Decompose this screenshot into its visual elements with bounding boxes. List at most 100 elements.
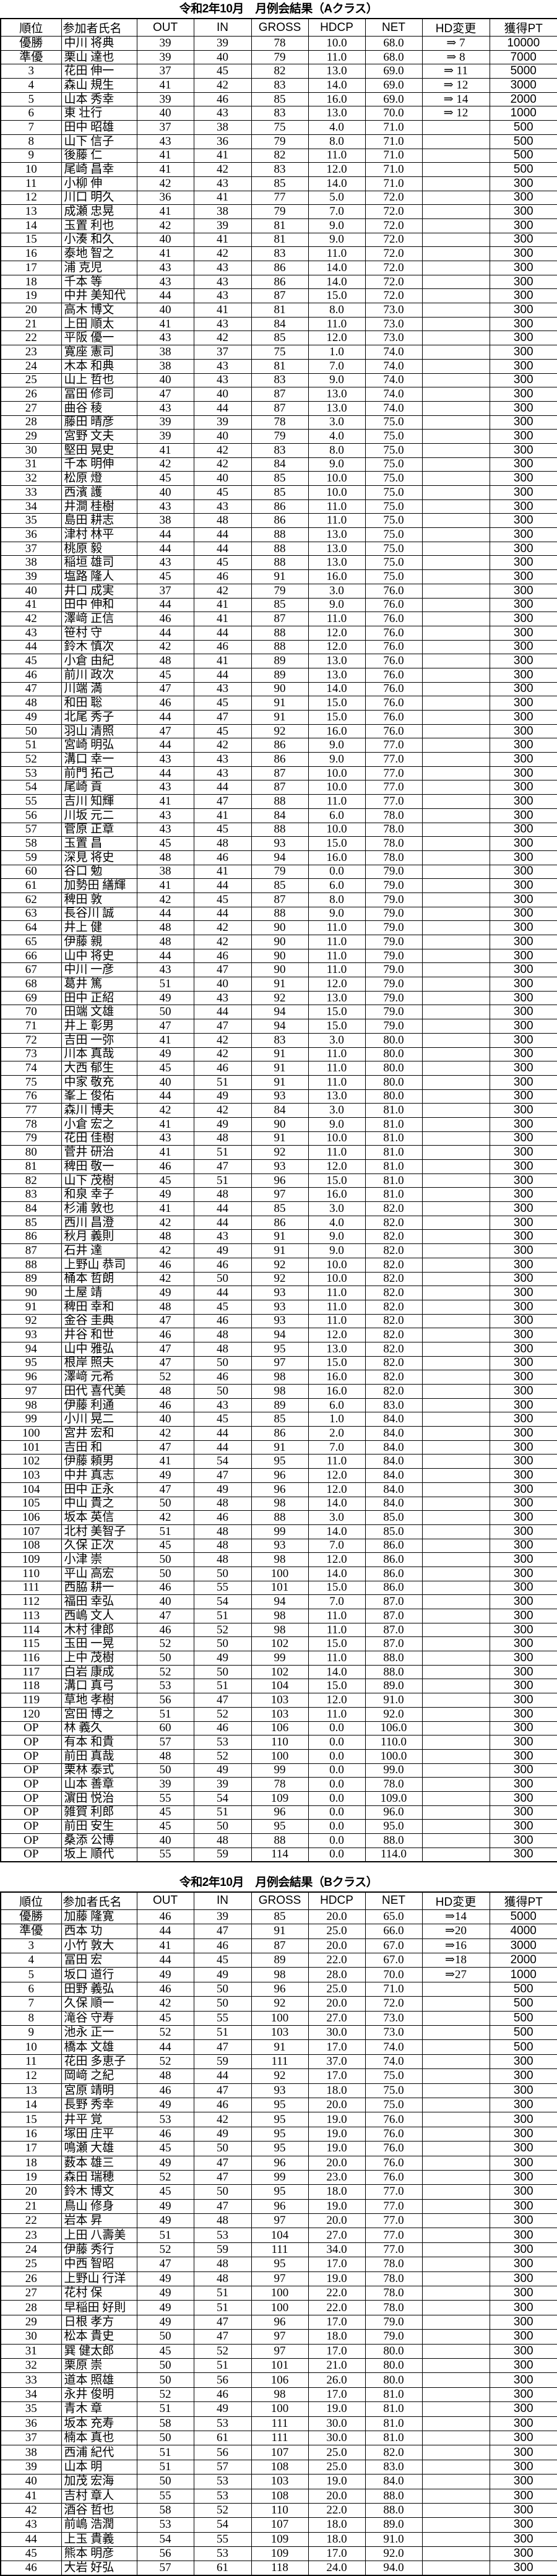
out-cell: 52 (136, 1370, 194, 1385)
out-cell: 44 (136, 738, 194, 753)
hdcp-cell: 3.0 (308, 1510, 366, 1525)
points-cell: 500 (489, 2039, 557, 2055)
points-cell: 300 (489, 1271, 557, 1287)
net-cell: 72.0 (365, 246, 423, 261)
net-cell: 78.0 (365, 2271, 423, 2287)
hd-change-cell (421, 2242, 490, 2258)
points-cell: 300 (489, 1426, 557, 1441)
table-row: 67 中川 一彦 43 47 90 11.0 79.0 300 (0, 962, 557, 978)
hdcp-cell: 19.0 (308, 2474, 366, 2489)
hdcp-cell: 27.0 (308, 2228, 366, 2243)
table-row: 54 尾崎 貢 43 44 87 10.0 77.0 300 (0, 780, 557, 795)
net-cell: 65.0 (365, 1909, 423, 1925)
net-cell: 87.0 (365, 1609, 423, 1623)
table-row: 9 池永 正一 52 51 103 30.0 73.0 500 (0, 2025, 557, 2041)
hdcp-cell: 20.0 (308, 2097, 366, 2113)
table-row: OP 山本 善章 39 39 78 0.0 78.0 300 (0, 1777, 557, 1792)
name-cell: 桶本 哲朗 (61, 1271, 137, 1287)
hdcp-cell: 12.0 (308, 977, 366, 992)
net-cell: 76.0 (365, 612, 423, 626)
hd-change-cell (421, 583, 490, 599)
name-cell: 井上 彰男 (61, 1019, 137, 1034)
points-cell: 300 (489, 246, 557, 261)
name-cell: 雑賀 利郎 (61, 1805, 137, 1820)
gross-cell: 106 (251, 2372, 309, 2388)
gross-cell: 93 (251, 1313, 309, 1329)
hd-change-cell (421, 2054, 490, 2070)
net-cell: 80.0 (365, 1032, 423, 1048)
net-cell: 76.0 (365, 2141, 423, 2156)
gross-cell: 89 (251, 654, 309, 668)
out-cell: 47 (136, 1313, 194, 1329)
hdcp-cell: 3.0 (308, 415, 366, 430)
name-cell: 成瀬 忠晃 (61, 204, 137, 219)
in-cell: 40 (193, 977, 252, 992)
rank-cell: 44 (0, 2531, 62, 2548)
rank-cell: 96 (0, 1370, 62, 1385)
net-cell: 74.0 (365, 2054, 423, 2070)
net-cell: 71.0 (365, 120, 423, 135)
out-cell: 51 (136, 2459, 194, 2475)
table-row: 31 巽 健太郎 45 52 97 17.0 80.0 300 (0, 2343, 557, 2359)
name-cell: 井上 健 (61, 920, 137, 935)
table-row: 76 峯上 俊佑 44 49 93 13.0 80.0 300 (0, 1089, 557, 1104)
in-cell: 48 (193, 836, 252, 851)
points-cell: 300 (489, 190, 557, 205)
gross-cell: 98 (251, 1967, 309, 1982)
table-row: 9 後藤 仁 41 41 82 11.0 71.0 500 (0, 148, 557, 163)
hd-change-cell (421, 1706, 490, 1722)
hd-change-cell (421, 1426, 490, 1441)
out-cell: 38 (136, 345, 194, 360)
points-cell: 10000 (489, 36, 557, 51)
points-cell: 300 (489, 639, 557, 655)
rank-cell: 38 (0, 555, 62, 571)
gross-cell: 95 (251, 1819, 309, 1834)
in-cell: 49 (193, 1243, 252, 1258)
hdcp-cell: 19.0 (308, 2401, 366, 2417)
gross-cell: 114 (251, 1847, 309, 1862)
gross-cell: 91 (251, 1131, 309, 1146)
name-cell: 楠本 真也 (61, 2430, 137, 2446)
hdcp-cell: 13.0 (308, 541, 366, 556)
in-cell: 45 (193, 892, 252, 907)
gross-cell: 88 (251, 906, 309, 922)
hd-change-cell (421, 513, 490, 529)
gross-cell: 96 (251, 1173, 309, 1188)
out-cell: 42 (136, 1103, 194, 1118)
rank-cell: 25 (0, 373, 62, 388)
in-cell: 49 (193, 1482, 252, 1497)
name-cell: 堅田 晃史 (61, 443, 137, 458)
in-cell: 41 (193, 612, 252, 626)
rank-cell: 50 (0, 724, 62, 739)
points-cell: 300 (489, 2097, 557, 2113)
gross-cell: 93 (251, 1538, 309, 1554)
out-cell: 49 (136, 1286, 194, 1300)
name-cell: 酒谷 哲也 (61, 2502, 137, 2518)
hdcp-cell: 22.0 (308, 2502, 366, 2518)
column-header-hdcp: HDCP (308, 1891, 366, 1910)
hd-change-cell (421, 1412, 490, 1427)
net-cell: 79.0 (365, 935, 423, 949)
rank-cell: 51 (0, 738, 62, 753)
name-cell: 花村 保 (61, 2286, 137, 2301)
rank-cell: 66 (0, 948, 62, 964)
hdcp-cell: 18.0 (308, 2083, 366, 2098)
in-cell: 48 (193, 2213, 252, 2229)
hd-change-cell (421, 2169, 490, 2185)
net-cell: 75.0 (365, 485, 423, 500)
hdcp-cell: 3.0 (308, 1201, 366, 1216)
rank-cell: 62 (0, 892, 62, 907)
hd-change-cell: ⇒14 (421, 1909, 490, 1925)
in-cell: 42 (193, 457, 252, 472)
hd-change-cell (421, 1286, 490, 1300)
table-row: 53 前門 拓己 44 43 87 10.0 77.0 300 (0, 766, 557, 781)
points-cell: 300 (489, 1566, 557, 1581)
out-cell: 57 (136, 1735, 194, 1750)
points-cell: 2000 (489, 1953, 557, 1968)
table-row: 12 川口 明久 36 41 77 5.0 72.0 300 (0, 190, 557, 205)
points-cell: 300 (489, 1370, 557, 1385)
table-row: 69 田中 正紹 49 43 92 13.0 79.0 300 (0, 990, 557, 1006)
table-row: 14 長野 秀幸 49 46 95 20.0 75.0 300 (0, 2097, 557, 2113)
points-cell: 4000 (489, 1924, 557, 1939)
points-cell: 300 (489, 1089, 557, 1104)
